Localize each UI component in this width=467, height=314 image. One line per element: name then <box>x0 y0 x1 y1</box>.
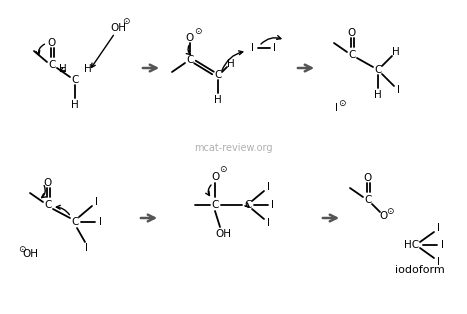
Text: ⊙: ⊙ <box>194 28 202 36</box>
Text: C: C <box>71 75 78 85</box>
Text: O: O <box>186 33 194 43</box>
Text: ⊙: ⊙ <box>18 246 26 255</box>
Text: O: O <box>364 173 372 183</box>
Text: HC: HC <box>404 240 419 250</box>
Text: C: C <box>348 50 356 60</box>
Text: O: O <box>380 211 388 221</box>
Text: O: O <box>211 172 219 182</box>
Text: I: I <box>396 85 399 95</box>
Text: O: O <box>44 178 52 188</box>
Text: I: I <box>437 257 439 267</box>
Text: I: I <box>94 197 98 207</box>
Text: H: H <box>59 64 67 74</box>
Text: ⊙: ⊙ <box>219 165 227 175</box>
Text: ⊙: ⊙ <box>386 208 394 216</box>
Text: I: I <box>252 43 255 53</box>
Text: iodoform: iodoform <box>395 265 445 275</box>
Text: C: C <box>211 200 219 210</box>
Text: OH: OH <box>215 229 231 239</box>
Text: OH: OH <box>22 249 38 259</box>
Text: O: O <box>348 28 356 38</box>
Text: C: C <box>375 65 382 75</box>
Text: mcat-review.org: mcat-review.org <box>194 143 272 153</box>
Text: H: H <box>392 47 400 57</box>
Text: H: H <box>214 95 222 105</box>
Text: ⊙: ⊙ <box>122 18 130 26</box>
Text: I: I <box>267 182 269 192</box>
Text: C: C <box>364 195 372 205</box>
Text: C: C <box>48 60 56 70</box>
Text: I: I <box>334 103 338 113</box>
Text: I: I <box>437 223 439 233</box>
Text: OH: OH <box>110 23 126 33</box>
Text: C: C <box>186 55 194 65</box>
Text: I: I <box>99 217 101 227</box>
Text: C: C <box>244 200 252 210</box>
Text: C: C <box>214 70 222 80</box>
Text: H: H <box>71 100 79 110</box>
Text: ⊙: ⊙ <box>338 99 346 107</box>
Text: I: I <box>85 243 89 253</box>
Text: I: I <box>274 43 276 53</box>
Text: I: I <box>267 218 269 228</box>
Text: I: I <box>440 240 444 250</box>
Text: H: H <box>374 90 382 100</box>
Text: I: I <box>271 200 275 210</box>
Text: O: O <box>48 38 56 48</box>
Text: C: C <box>44 200 52 210</box>
Text: H: H <box>227 59 235 69</box>
Text: C: C <box>71 217 78 227</box>
Text: H: H <box>84 64 92 74</box>
